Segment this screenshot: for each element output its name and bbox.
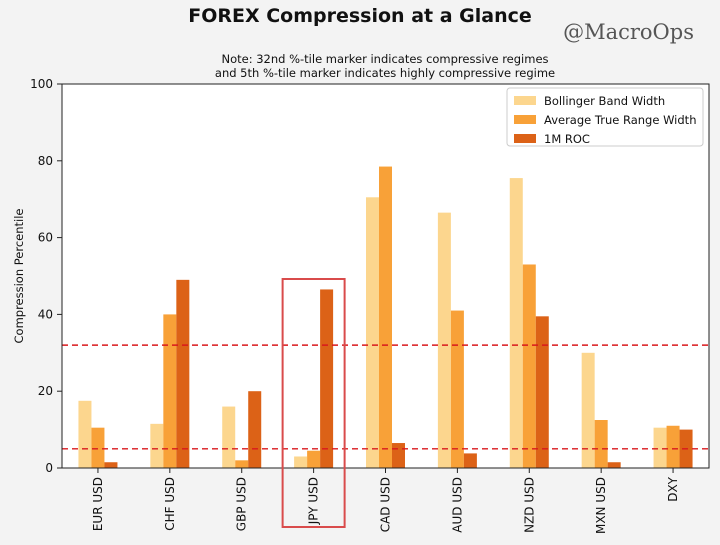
bar-bollinger-band-width-nzd-usd <box>509 178 523 468</box>
bar-bollinger-band-width-eur-usd <box>78 400 92 468</box>
y-tick-label-100: 100 <box>30 77 53 91</box>
bar-1m-roc-cad-usd <box>392 443 405 468</box>
bar-bollinger-band-width-jpy-usd <box>294 456 308 468</box>
legend-swatch-bollinger-band-width <box>514 96 536 105</box>
bar-1m-roc-gbp-usd <box>248 391 262 468</box>
y-tick-label-60: 60 <box>38 231 53 245</box>
bar-1m-roc-aud-usd <box>463 453 477 468</box>
y-tick-label-80: 80 <box>38 154 53 168</box>
highlight-box-jpy-usd <box>281 278 346 528</box>
y-tick-label-0: 0 <box>45 461 53 475</box>
bar-average-true-range-width-mxn-usd <box>594 420 608 468</box>
x-tick-label-chf-usd: CHF USD <box>163 477 177 531</box>
bar-bollinger-band-width-gbp-usd <box>222 406 236 468</box>
bar-bollinger-band-width-chf-usd <box>150 423 164 468</box>
bar-average-true-range-width-aud-usd <box>450 310 464 468</box>
legend-swatch-1m-roc <box>514 134 536 143</box>
bar-average-true-range-width-jpy-usd <box>307 450 321 468</box>
bar-1m-roc-eur-usd <box>104 462 118 468</box>
legend-swatch-average-true-range-width <box>514 115 536 124</box>
bar-average-true-range-width-dxy <box>666 425 680 468</box>
bar-bollinger-band-width-cad-usd <box>366 197 379 468</box>
legend-label-average-true-range-width: Average True Range Width <box>544 113 696 127</box>
x-tick-label-dxy: DXY <box>666 476 680 501</box>
bar-average-true-range-width-eur-usd <box>91 427 105 468</box>
x-tick-label-mxn-usd: MXN USD <box>594 477 608 534</box>
note-line-1: Note: 32nd %-tile marker indicates compr… <box>221 52 549 66</box>
chart-title: FOREX Compression at a Glance <box>188 5 532 27</box>
x-tick-label-aud-usd: AUD USD <box>450 477 464 533</box>
y-tick-label-20: 20 <box>38 384 53 398</box>
legend-label-1m-roc: 1M ROC <box>544 132 590 146</box>
bar-average-true-range-width-cad-usd <box>379 166 392 468</box>
x-tick-label-nzd-usd: NZD USD <box>522 477 536 533</box>
note-line-2: and 5th %-tile marker indicates highly c… <box>214 66 556 80</box>
bar-bollinger-band-width-aud-usd <box>437 212 451 468</box>
bar-1m-roc-chf-usd <box>176 279 190 468</box>
bar-bollinger-band-width-mxn-usd <box>581 352 595 468</box>
bar-1m-roc-nzd-usd <box>535 316 549 468</box>
bar-average-true-range-width-nzd-usd <box>522 264 536 468</box>
bar-bollinger-band-width-dxy <box>653 427 667 468</box>
x-tick-label-eur-usd: EUR USD <box>91 477 105 531</box>
bar-1m-roc-mxn-usd <box>607 462 621 468</box>
watermark: @MacroOps <box>563 20 694 44</box>
bar-average-true-range-width-gbp-usd <box>235 460 249 468</box>
bar-average-true-range-width-chf-usd <box>163 314 177 468</box>
y-axis-label: Compression Percentile <box>12 208 26 343</box>
y-tick-label-40: 40 <box>38 307 53 321</box>
legend-label-bollinger-band-width: Bollinger Band Width <box>544 94 665 108</box>
x-tick-label-gbp-usd: GBP USD <box>235 477 249 531</box>
legend-box <box>506 87 704 147</box>
bar-1m-roc-jpy-usd <box>320 289 334 468</box>
x-tick-label-jpy-usd: JPY USD <box>307 477 321 525</box>
x-tick-label-cad-usd: CAD USD <box>379 477 393 532</box>
